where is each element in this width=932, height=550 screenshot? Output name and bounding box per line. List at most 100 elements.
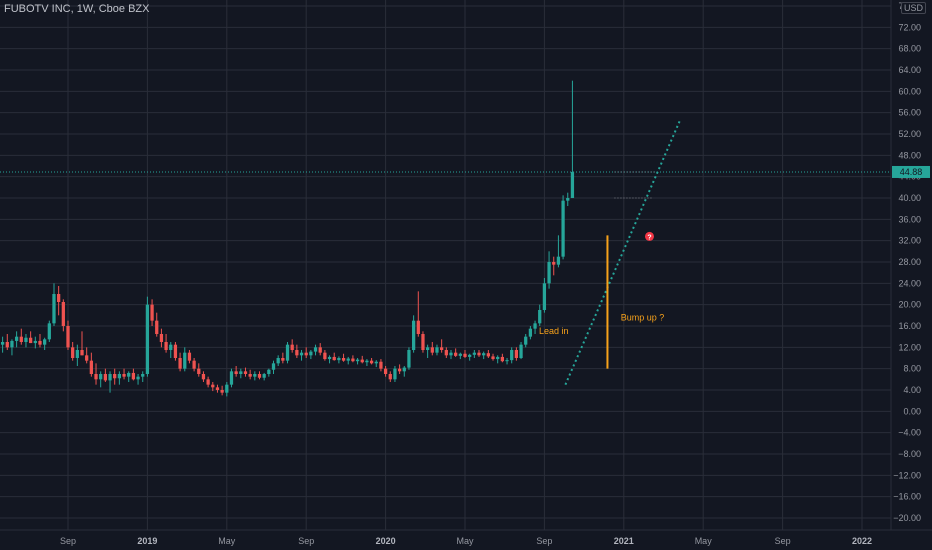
candle-body (472, 352, 476, 355)
candle-body (323, 352, 327, 360)
candle-body (519, 344, 523, 358)
candle-body (89, 360, 93, 374)
x-tick-label: May (456, 536, 474, 546)
y-tick-label: 40.00 (898, 193, 921, 203)
candle-body (351, 358, 355, 362)
candle-body (94, 374, 98, 380)
candle-body (71, 347, 75, 358)
x-tick-label: Sep (60, 536, 76, 546)
last-price-marker: 44.88 (892, 165, 930, 178)
y-tick-label: −8.00 (898, 449, 921, 459)
candle-body (458, 353, 462, 356)
y-tick-label: 64.00 (898, 65, 921, 75)
candle-body (397, 368, 402, 372)
candle-body (477, 352, 481, 356)
candle-body (449, 352, 453, 356)
candle-body (229, 371, 234, 385)
candle-body (538, 310, 542, 324)
candle-body (566, 198, 570, 201)
x-tick-label: Sep (775, 536, 791, 546)
candle-body (430, 347, 434, 353)
candle-body (454, 352, 458, 356)
candle-body (14, 336, 19, 341)
candle-body (486, 353, 490, 357)
y-tick-label: 68.00 (898, 44, 921, 54)
symbol-legend[interactable]: FUBOTV INC, 1W, Cboe BZX (4, 3, 150, 15)
candle-body (183, 352, 187, 369)
candle-body (407, 350, 411, 368)
candle-body (556, 256, 561, 265)
candle-body (173, 344, 178, 358)
candle-body (38, 340, 42, 345)
candle-body (332, 356, 336, 361)
candle-body (10, 340, 14, 348)
y-tick-label: 20.00 (898, 300, 921, 310)
y-tick-label: 12.00 (898, 342, 921, 352)
candle-body (444, 350, 448, 356)
candle-body (281, 358, 285, 361)
y-tick-label: 24.00 (898, 278, 921, 288)
candle-body (276, 358, 280, 364)
candle-body (113, 374, 117, 379)
last-price-badge (892, 165, 930, 178)
candle-body (234, 371, 238, 374)
currency-badge[interactable]: USD (900, 2, 926, 14)
candle-body (435, 347, 439, 353)
y-tick-label: 4.00 (903, 385, 921, 395)
x-tick-label: Sep (298, 536, 314, 546)
annotation-bump-up: Bump up ? (621, 313, 665, 323)
x-tick-label: May (695, 536, 713, 546)
candle-body (369, 360, 374, 364)
time-axis[interactable]: Sep 2019 May Sep 2020 May Sep 2021 May Sep 2022 (60, 536, 872, 546)
candle-body (290, 344, 294, 350)
candle-body (243, 371, 248, 374)
candle-body (360, 359, 364, 363)
candle-body (169, 344, 173, 350)
y-tick-label: −20.00 (893, 513, 921, 523)
candle-body (75, 350, 79, 358)
y-tick-label: 72.00 (898, 22, 921, 32)
y-tick-label: −12.00 (893, 470, 921, 480)
candle-body (248, 374, 252, 377)
candle-body (253, 374, 257, 377)
candle-body (197, 368, 201, 374)
candle-body (141, 374, 145, 377)
candle-body (206, 379, 210, 385)
candle-body (0, 342, 5, 345)
candle-body (192, 360, 196, 369)
candle-body (561, 200, 565, 257)
candle-body (346, 358, 350, 361)
candle-body (337, 358, 341, 361)
y-tick-label: 16.00 (898, 321, 921, 331)
candle-body (262, 374, 266, 378)
candle-body (374, 361, 378, 364)
y-tick-label: −4.00 (898, 428, 921, 438)
candle-body (131, 372, 136, 380)
candle-body (43, 339, 47, 345)
candle-body (85, 355, 89, 361)
candle-body (150, 304, 154, 321)
candle-body (285, 344, 290, 361)
y-tick-label: 52.00 (898, 129, 921, 139)
y-tick-label: 48.00 (898, 150, 921, 160)
candle-body (52, 294, 56, 324)
candle-body (61, 302, 65, 326)
x-tick-label: 2020 (376, 536, 396, 546)
candle-series (0, 80, 575, 397)
candle-body (19, 336, 23, 342)
candle-body (164, 342, 168, 350)
candle-body (299, 352, 304, 356)
candle-body (304, 352, 308, 356)
candle-body (145, 304, 150, 374)
candle-body (365, 360, 369, 363)
candle-body (187, 352, 192, 361)
candle-body (327, 356, 332, 360)
candle-body (491, 356, 495, 360)
candle-body (547, 262, 551, 284)
candle-body (528, 328, 533, 337)
candle-body (178, 358, 182, 369)
candle-body (570, 171, 575, 198)
candle-body (239, 371, 243, 374)
candle-body (355, 359, 360, 362)
